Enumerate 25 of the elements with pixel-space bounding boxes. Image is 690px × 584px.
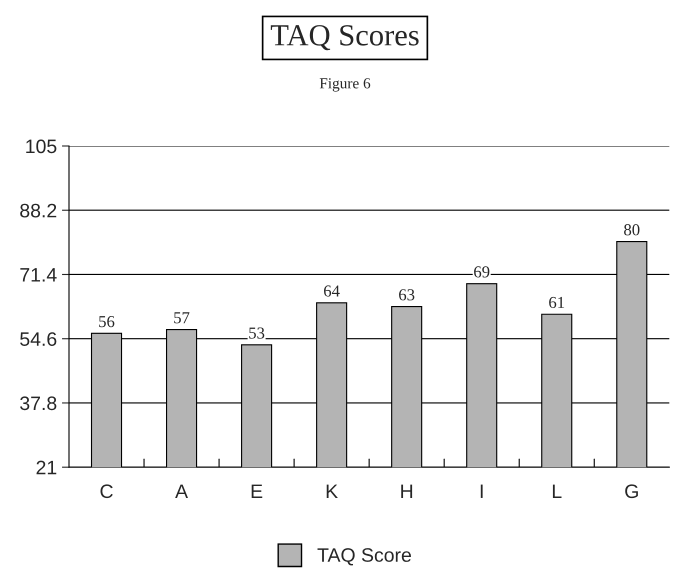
x-tick-label: H xyxy=(401,484,412,498)
data-label: 64 xyxy=(324,285,340,297)
data-label: 57 xyxy=(174,312,190,324)
y-tick-label: 71.4 xyxy=(20,268,57,282)
y-tick-label: 54.6 xyxy=(20,332,56,346)
y-tick-label: 105 xyxy=(26,139,56,154)
chart-title: TAQ Scores xyxy=(270,25,419,50)
data-label: 53 xyxy=(249,327,264,339)
y-tick-label: 37.8 xyxy=(20,396,56,410)
data-label: 56 xyxy=(99,316,114,328)
y-tick-label: 21 xyxy=(36,460,56,474)
data-label: 80 xyxy=(624,224,640,236)
data-label: 61 xyxy=(549,296,564,308)
chart-subtitle: Figure 6 xyxy=(320,78,370,92)
y-tick-label: 88.2 xyxy=(20,204,56,218)
x-tick-label: A xyxy=(175,484,188,498)
data-label: 69 xyxy=(474,266,490,278)
x-tick-label: I xyxy=(480,484,483,498)
x-tick-label: G xyxy=(625,484,638,498)
x-tick-label: K xyxy=(326,484,338,498)
x-tick-label: L xyxy=(552,484,562,498)
x-tick-label: E xyxy=(252,484,262,498)
data-label: 63 xyxy=(399,289,414,300)
x-tick-label: C xyxy=(100,484,113,498)
legend-label: TAQ Score xyxy=(318,548,411,566)
